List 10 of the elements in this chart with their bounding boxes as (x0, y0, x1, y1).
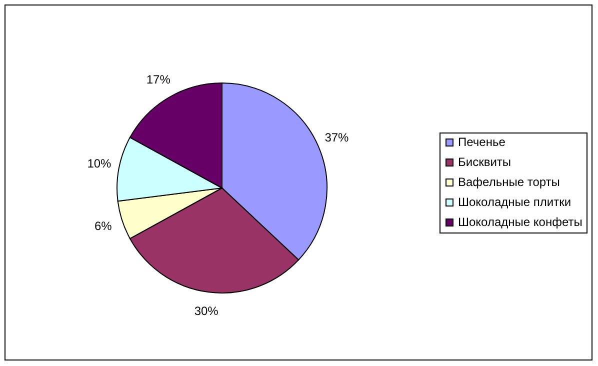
legend-label: Бисквиты (458, 155, 512, 170)
data-label: 6% (94, 218, 112, 233)
legend-label: Шоколадные конфеты (458, 215, 582, 230)
legend-label: Шоколадные плитки (458, 195, 572, 210)
data-label: 10% (87, 156, 112, 171)
data-label: 30% (194, 304, 219, 318)
legend-label: Вафельные торты (458, 175, 560, 190)
legend-label: Печенье (458, 135, 506, 150)
data-label: 37% (324, 130, 350, 145)
data-label: 17% (146, 72, 171, 87)
